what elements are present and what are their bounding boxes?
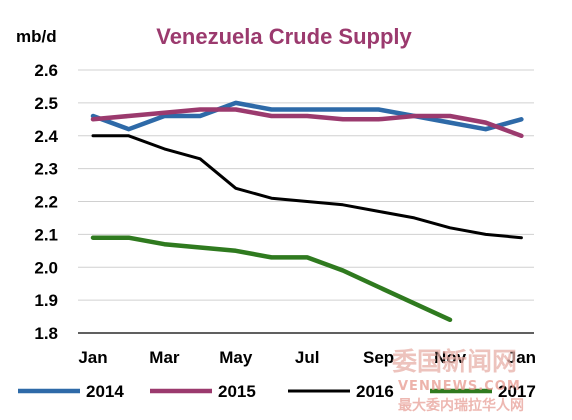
y-tick-label: 2.5: [34, 94, 58, 113]
legend-label-2016: 2016: [356, 382, 394, 401]
series-line-2017: [90, 235, 453, 323]
series-line-2014: [90, 100, 524, 132]
y-tick-label: 1.9: [34, 291, 58, 310]
y-tick-label: 2.6: [34, 61, 58, 80]
series-lines: [90, 100, 524, 323]
watermark: 委国新闻网 VENNEWS.COM 最大委内瑞拉华人网: [391, 347, 524, 414]
series-line-2016: [91, 134, 523, 240]
x-tick-label: Jan: [507, 348, 536, 367]
y-tick-label: 1.8: [34, 324, 58, 343]
y-tick-label: 2.1: [34, 225, 58, 244]
legend-label-2014: 2014: [86, 382, 124, 401]
legend-label-2015: 2015: [218, 382, 256, 401]
series-line-2015: [90, 107, 524, 139]
watermark-latin: VENNEWS.COM: [398, 379, 521, 394]
y-tick-label: 2.2: [34, 193, 58, 212]
y-tick-label: 2.0: [34, 258, 58, 277]
chart-title: Venezuela Crude Supply: [156, 24, 412, 49]
y-tick-label: 2.4: [34, 127, 58, 146]
watermark-sub: 最大委内瑞拉华人网: [398, 397, 524, 414]
legend: 2014 2015 2016 2017: [18, 382, 536, 401]
y-tick-label: 2.3: [34, 160, 58, 179]
y-tick-labels: 2.6 2.5 2.4 2.3 2.2 2.1 2.0 1.9 1.8: [34, 61, 58, 343]
x-tick-labels: Jan Mar May Jul Sep Nov Jan: [78, 348, 536, 367]
watermark-main: 委国新闻网: [391, 347, 517, 376]
x-tick-label: Jan: [78, 348, 107, 367]
x-tick-label: May: [219, 348, 253, 367]
y-axis-unit: mb/d: [16, 27, 57, 46]
x-tick-label: Nov: [434, 348, 467, 367]
x-tick-label: Mar: [149, 348, 180, 367]
x-tick-label: Jul: [295, 348, 320, 367]
x-tick-label: Sep: [363, 348, 394, 367]
legend-label-2017: 2017: [498, 382, 536, 401]
